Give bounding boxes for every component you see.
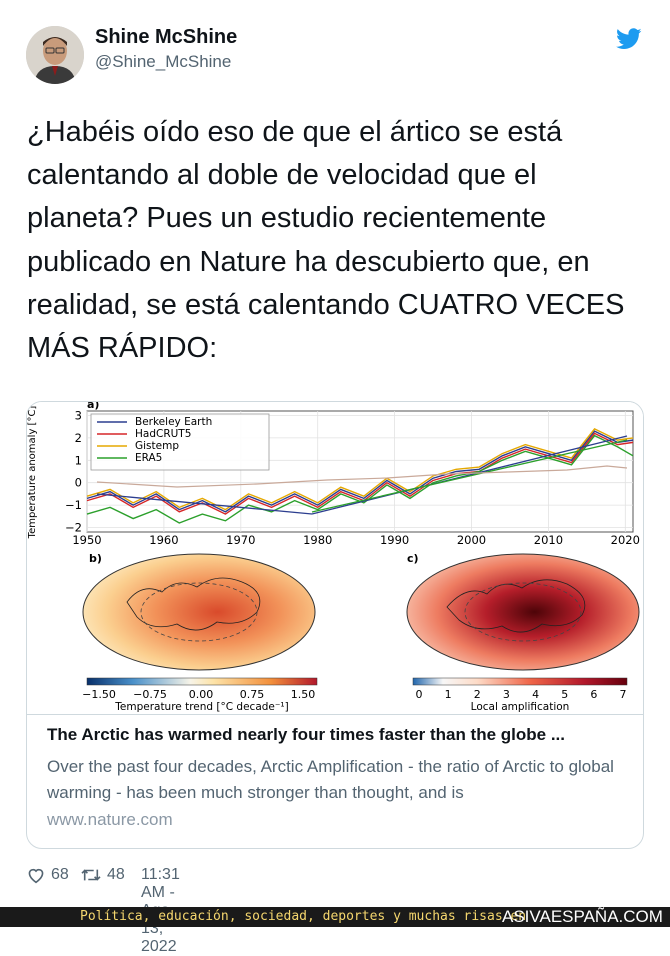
y-tick-label: 0 [75, 476, 82, 490]
colorbar-b [86, 677, 318, 686]
x-tick-label: 2020 [611, 533, 640, 547]
coastline [446, 579, 586, 633]
x-tick-label: 2010 [534, 533, 563, 547]
like-count: 68 [51, 866, 69, 883]
colorbar-tick-label: −0.75 [133, 688, 167, 701]
series-line [86, 430, 634, 513]
colorbar-tick-label: 2 [474, 688, 481, 701]
colorbar-tick-label: 1 [445, 688, 452, 701]
retweet-icon[interactable] [80, 866, 102, 884]
colorbar-tick-label: 7 [620, 688, 627, 701]
colorbar-tick-label: 0.00 [189, 688, 214, 701]
avatar-image [26, 26, 84, 84]
colorbar-tick-label: −1.50 [82, 688, 116, 701]
legend-label: HadCRUT5 [135, 428, 191, 440]
trend-line [311, 435, 628, 515]
latitude-circle [140, 582, 258, 642]
global-series-line [96, 465, 628, 488]
x-tick-label: 2000 [457, 533, 486, 547]
x-tick-label: 1980 [303, 533, 332, 547]
map-panel-c: c) 0 1 2 3 4 5 6 7 Local amplification [406, 552, 640, 713]
colorbar-tick-label: 0 [416, 688, 423, 701]
arctic-trend-map [82, 553, 316, 671]
colorbar-tick-label: 1.50 [291, 688, 316, 701]
colorbar-tick-label: 4 [532, 688, 539, 701]
colorbar-tick-label: 0.75 [240, 688, 265, 701]
card-description: Over the past four decades, Arctic Ampli… [47, 757, 614, 802]
series-line [86, 428, 634, 511]
y-tick-label: −1 [65, 498, 82, 512]
user-handle[interactable]: @Shine_McShine [95, 52, 232, 71]
colorbar-c [412, 677, 628, 686]
x-tick-label: 1960 [149, 533, 178, 547]
retweet-metric[interactable]: 48 [80, 866, 125, 884]
figure-panels: a) 1950 1960 1970 1980 1990 2000 2010 2020 3 2 1 0 −… [27, 402, 640, 713]
panel-b-label: b) [89, 552, 102, 565]
avatar[interactable] [26, 26, 84, 84]
display-name[interactable]: Shine McShine [95, 26, 238, 48]
arctic-amplification-map [406, 553, 640, 671]
legend-label: Berkeley Earth [135, 416, 212, 428]
card-divider [27, 714, 643, 715]
colorbar-tick-label: 5 [561, 688, 568, 701]
legend-label: Gistemp [135, 440, 179, 452]
colorbar-tick-label: 3 [503, 688, 510, 701]
x-tick-label: 1950 [72, 533, 101, 547]
trend-line [311, 439, 628, 513]
heart-icon[interactable] [26, 866, 46, 884]
retweet-count: 48 [107, 866, 125, 883]
plot-area [86, 410, 634, 533]
panel-c-label: c) [407, 552, 419, 565]
x-tick-label: 1990 [380, 533, 409, 547]
colorbar-tick-label: 6 [590, 688, 597, 701]
footer-text: Política, educación, sociedad, deportes … [80, 909, 527, 924]
y-tick-label: 1 [75, 453, 82, 467]
colorbar-b-label: Temperature trend [°C decade⁻¹] [114, 701, 289, 713]
line-chart-panel-a: a) 1950 1960 1970 1980 1990 2000 2010 2020 3 2 1 0 −… [27, 402, 640, 547]
tweet-header: Shine McShine @Shine_McShine [0, 0, 670, 100]
panel-a-label: a) [87, 402, 99, 411]
tweet-text: ¿Habéis oído eso de que el ártico se est… [27, 116, 625, 365]
site-footer-banner: Política, educación, sociedad, deportes … [0, 907, 670, 927]
card-image: a) 1950 1960 1970 1980 1990 2000 2010 2020 3 2 1 0 −… [27, 402, 643, 715]
coastline [126, 577, 261, 631]
y-axis-label: Temperature anomaly [°C] [27, 406, 38, 540]
legend-label: ERA5 [135, 452, 162, 464]
link-card[interactable]: a) 1950 1960 1970 1980 1990 2000 2010 2020 3 2 1 0 −… [26, 401, 644, 849]
trend-line [96, 493, 313, 515]
map-panel-b: b) −1.50 −0.75 0.00 0.75 1.50 Temperature tr… [82, 552, 318, 713]
y-tick-label: 2 [75, 431, 82, 445]
footer-brand[interactable]: ASIVAESPAÑA.COM [502, 907, 663, 926]
card-title[interactable]: The Arctic has warmed nearly four times … [47, 725, 566, 744]
like-metric[interactable]: 68 [26, 866, 69, 884]
x-tick-label: 1970 [226, 533, 255, 547]
latitude-circle [464, 582, 582, 642]
card-domain[interactable]: www.nature.com [47, 810, 173, 829]
twitter-bird-icon[interactable] [616, 28, 642, 50]
colorbar-c-label: Local amplification [471, 701, 570, 713]
y-tick-label: 3 [75, 408, 82, 422]
y-tick-label: −2 [65, 521, 82, 535]
